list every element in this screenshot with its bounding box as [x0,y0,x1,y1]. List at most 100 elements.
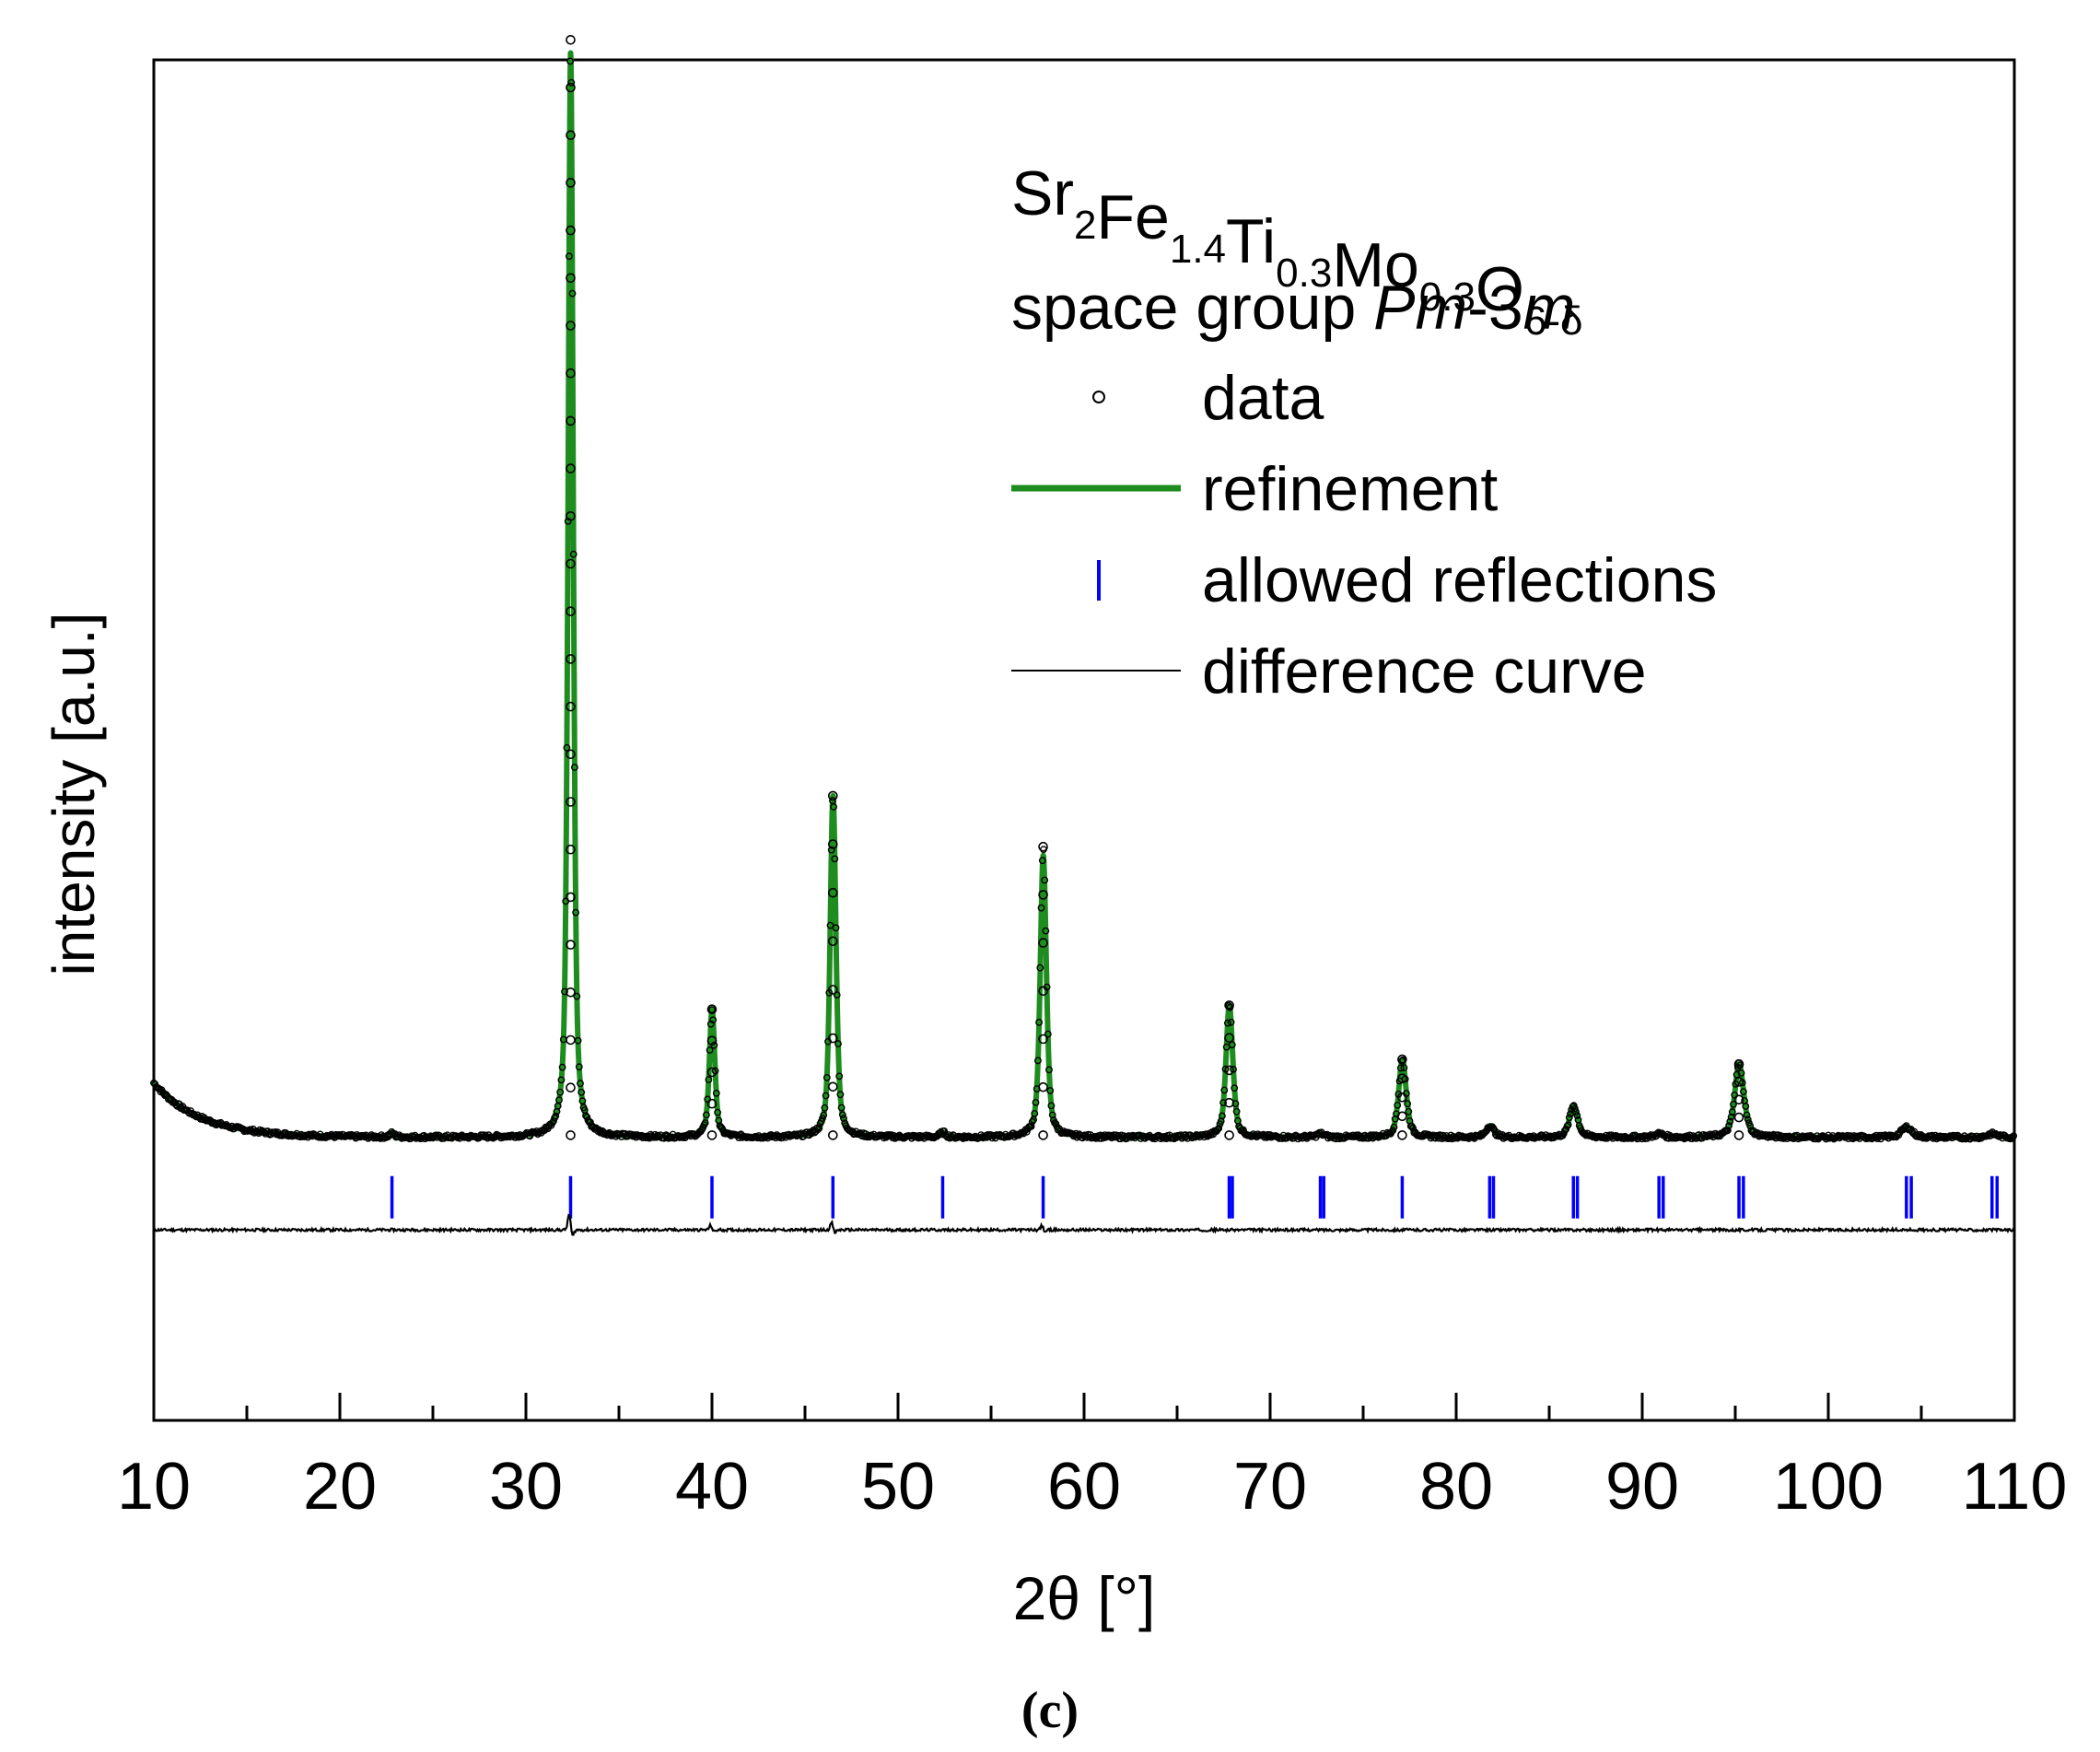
data-point [555,1096,563,1104]
formula-element: Sr [1011,158,1074,228]
data-point [573,992,581,1000]
data-point [706,1098,718,1109]
data-point [557,1076,566,1084]
data-point [1397,1092,1407,1103]
panel-label: (c) [1021,1682,1079,1739]
x-tick-label: 40 [675,1450,749,1524]
data-point [1041,876,1049,884]
data-point [827,846,835,854]
data-point [566,273,576,284]
data-point [566,130,576,140]
data-point [706,1130,718,1140]
space-group-italic-1: Pm [1373,273,1467,343]
data-point [1042,927,1050,935]
data-point [1231,1100,1240,1108]
x-tick-label: 20 [303,1450,377,1524]
data-point [1744,1115,1752,1124]
data-point [566,606,576,617]
formula-element: Fe [1096,182,1169,252]
data-point [566,1082,576,1092]
data-point [1404,1100,1412,1108]
legend-data-marker [1092,391,1105,403]
data-point [1740,1088,1747,1096]
data-point [566,510,576,521]
space-group-italic-2: m [1523,273,1576,343]
data-point [1228,1041,1236,1049]
data-point [1038,890,1048,900]
data-point [1737,1069,1745,1077]
data-point [1396,1064,1405,1072]
data-point [1031,1110,1039,1117]
data-point [820,1111,828,1119]
data-point [827,985,838,995]
data-point [1397,1130,1407,1140]
data-point [1573,1112,1581,1119]
data-point [1394,1102,1402,1109]
data-point [814,1126,822,1134]
data-point [1742,1103,1750,1110]
data-point [566,701,576,712]
data-point [1390,1123,1398,1131]
space-group-prefix: space group [1011,273,1373,343]
data-point [1227,1018,1235,1026]
data-point [552,1112,560,1120]
data-point [706,1035,718,1046]
legend-label-data: data [1202,363,1324,433]
data-point [1565,1114,1573,1122]
data-point [837,1104,846,1112]
data-point [566,225,576,236]
data-point [1045,1066,1053,1074]
data-point [1232,1107,1241,1115]
formula-subscript: 0.3 [1276,251,1332,296]
data-point [883,1131,892,1139]
difference-line [153,1213,2015,1236]
data-point [1038,938,1048,948]
data-point [568,289,577,298]
data-point [566,797,576,807]
data-point [566,321,576,331]
data-point [1072,1129,1080,1138]
x-tick-label: 10 [117,1450,191,1524]
data-point [708,1006,716,1014]
data-point [572,908,579,917]
data-point [564,518,572,525]
data-point [1224,1097,1234,1108]
data-point [1035,1019,1044,1026]
data-point [1730,1101,1737,1108]
data-point [840,1115,847,1123]
data-point [827,936,838,947]
x-tick-label: 90 [1605,1450,1679,1524]
data-point [701,1119,709,1127]
data-point [1038,857,1046,865]
x-tick-label: 30 [489,1450,563,1524]
data-point [709,1016,718,1024]
data-point [1733,1058,1744,1069]
data-point [706,1004,718,1014]
data-point [1038,986,1048,997]
data-point [566,252,573,261]
data-point [1733,1077,1744,1087]
data-point [1027,1123,1035,1130]
data-point [566,82,576,93]
data-point [1726,1117,1734,1126]
formula-subscript: 1.4 [1170,227,1226,272]
data-point [1746,1122,1755,1130]
data-point [827,1130,838,1140]
data-point [1571,1104,1579,1113]
formula-element: Ti [1226,206,1276,276]
data-point [1047,1102,1056,1110]
data-point [1397,1073,1407,1083]
data-point [831,855,839,863]
x-axis-label: 2θ [°] [1013,1564,1156,1632]
data-point [813,1124,821,1132]
data-point [835,1072,844,1080]
data-point [1220,1086,1229,1094]
data-point [706,1067,718,1078]
data-point [1564,1121,1572,1129]
data-point [1743,1111,1751,1119]
data-point [566,34,576,45]
data-point [558,1063,566,1071]
data-point [566,463,576,473]
data-point [566,987,576,998]
formula-element: Mo [1332,230,1418,300]
